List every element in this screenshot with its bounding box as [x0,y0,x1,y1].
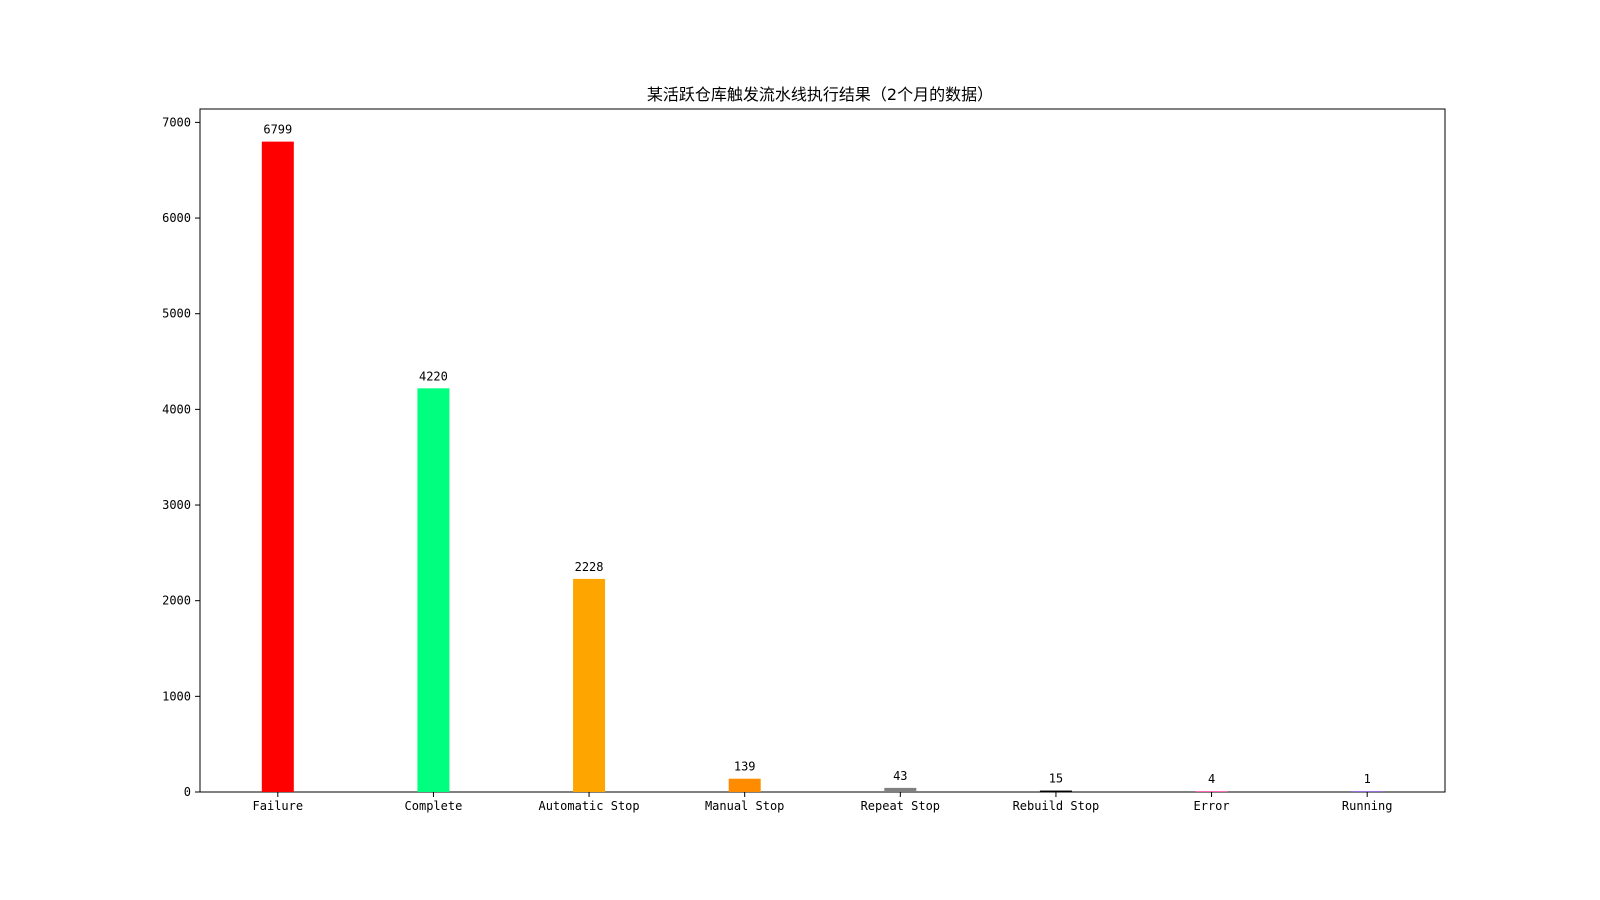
bars-group [261,141,1384,793]
x-tick-label: Running [1342,799,1393,813]
data-label: 4220 [419,369,448,383]
data-labels-group: 6799 4220 2228 139 43 15 4 1 [263,123,1370,786]
y-tick-label: 1000 [162,689,191,703]
y-tick-label: 7000 [162,115,191,129]
bar-failure [261,141,294,793]
x-tick-label: Automatic Stop [538,799,639,813]
data-label: 6799 [263,123,292,137]
y-tick-label: 6000 [162,211,191,225]
y-tick-label: 0 [184,785,191,799]
y-axis: 0 1000 2000 3000 4000 5000 6000 7000 [162,115,200,799]
x-tick-label: Complete [405,799,463,813]
x-tick-label: Rebuild Stop [1013,799,1100,813]
x-tick-label: Repeat Stop [861,799,940,813]
bar-error [1195,791,1228,792]
bar-running [1351,791,1384,792]
data-label: 1 [1364,772,1371,786]
x-tick-label: Manual Stop [705,799,784,813]
y-tick-label: 2000 [162,594,191,608]
bar-complete [417,388,450,792]
bar-automatic-stop [573,578,606,792]
data-label: 43 [893,769,907,783]
data-label: 2228 [575,560,604,574]
data-label: 15 [1049,772,1063,786]
data-label: 139 [734,760,756,774]
y-tick-label: 5000 [162,307,191,321]
x-axis: Failure Complete Automatic Stop Manual Stop… [253,792,1393,813]
bar-repeat-stop [884,787,917,792]
x-tick-label: Error [1194,799,1230,813]
x-tick-label: Failure [253,799,304,813]
chart-title: 某活跃仓库触发流水线执行结果（2个月的数据） [647,85,993,104]
y-tick-label: 4000 [162,402,191,416]
y-tick-label: 3000 [162,498,191,512]
bar-manual-stop [728,778,761,792]
bar-rebuild-stop [1039,790,1072,792]
data-label: 4 [1208,772,1215,786]
plot-frame [199,108,1446,793]
